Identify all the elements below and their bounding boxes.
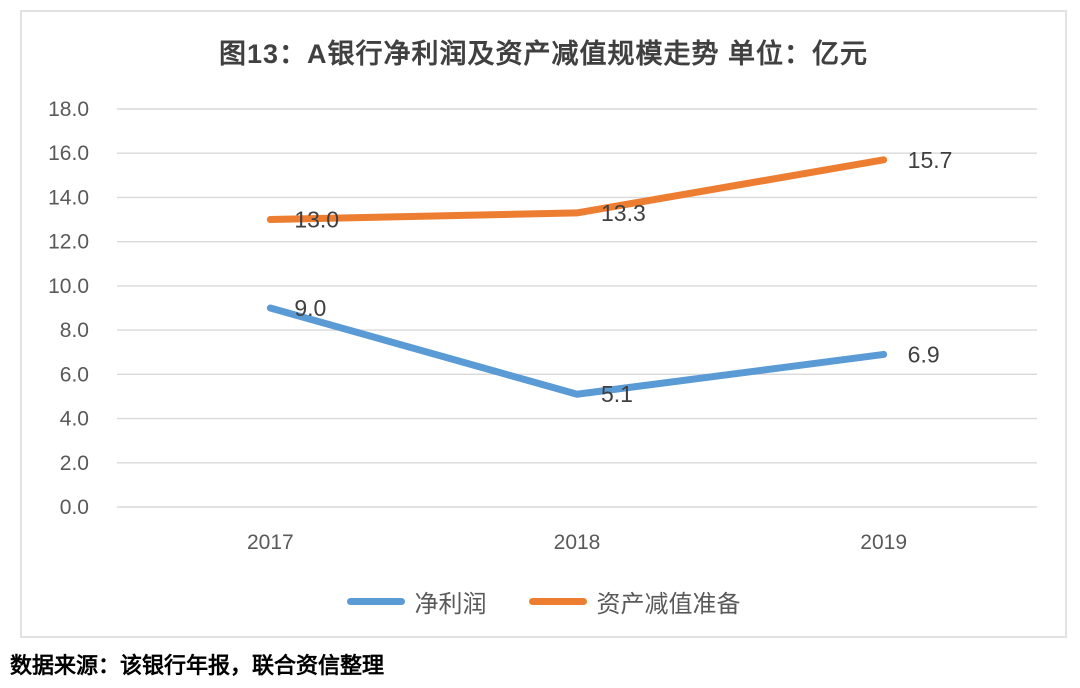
legend-item: 净利润 [346,584,487,619]
y-tick-label: 10.0 [48,275,89,298]
data-label: 13.3 [601,200,646,226]
legend-item: 资产减值准备 [528,584,741,619]
y-tick-label: 18.0 [48,98,89,121]
y-tick-label: 8.0 [60,319,89,342]
data-label: 13.0 [294,207,339,233]
series-line [266,156,888,224]
y-tick-label: 0.0 [60,496,89,519]
legend-swatch [528,598,587,605]
data-label: 15.7 [908,147,953,173]
legend-swatch [346,598,405,605]
y-tick-label: 6.0 [60,363,89,386]
line-chart: 0.0 2.0 4.0 6.0 8.0 10.0 12.0 14.0 16.0 18.0 2017 2… [48,98,1037,554]
legend-label: 净利润 [414,591,487,618]
chart-container: 图13：A银行净利润及资产减值规模走势 单位：亿元 0.0 2.0 4.0 6.0 8.… [20,10,1067,638]
series-line [266,304,888,398]
y-tick-label: 12.0 [48,231,89,254]
data-label: 5.1 [601,381,633,407]
y-tick-label: 16.0 [48,142,89,165]
chart-title: 图13：A银行净利润及资产减值规模走势 单位：亿元 [218,39,869,69]
x-tick-label: 2017 [247,531,294,554]
data-label: 6.9 [908,341,940,367]
x-tick-label: 2019 [860,531,907,554]
legend-label: 资产减值准备 [596,591,741,618]
y-tick-label: 4.0 [60,408,89,431]
x-tick-label: 2018 [554,531,601,554]
y-tick-label: 14.0 [48,186,89,209]
legend: 净利润 资产减值准备 [22,584,1065,619]
y-tick-label: 2.0 [60,452,89,475]
data-source-note: 数据来源：该银行年报，联合资信整理 [10,653,385,678]
data-label: 9.0 [294,295,326,321]
